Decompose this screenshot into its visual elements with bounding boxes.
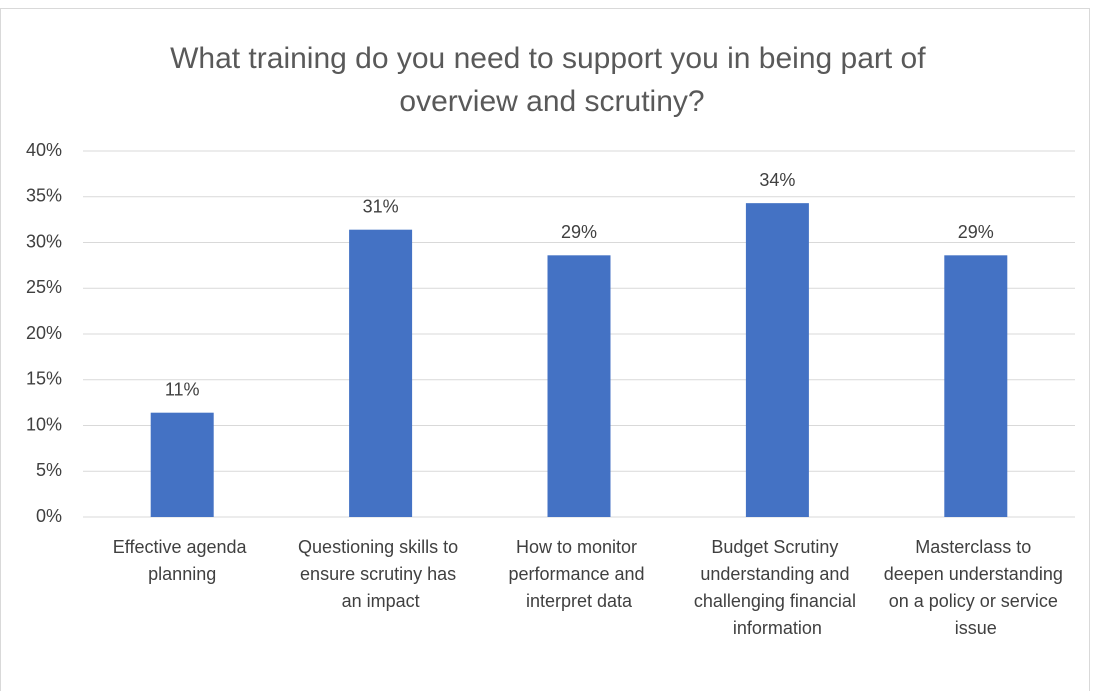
- bar: [944, 255, 1008, 517]
- x-tick-label: Effective agenda planning: [113, 537, 252, 584]
- data-label: 31%: [363, 196, 399, 216]
- y-tick-label: 15%: [26, 369, 62, 389]
- data-label: 29%: [561, 222, 597, 242]
- data-label: 11%: [165, 379, 200, 399]
- y-tick-label: 20%: [26, 323, 62, 343]
- x-tick-label: Masterclass to deepen understanding on a…: [884, 537, 1068, 638]
- data-label: 34%: [759, 170, 795, 190]
- x-tick-label: Budget Scrutiny understanding and challe…: [694, 537, 861, 638]
- y-tick-label: 35%: [26, 186, 62, 206]
- x-tick-label: Questioning skills to ensure scrutiny ha…: [298, 537, 463, 611]
- y-tick-label: 30%: [26, 231, 62, 251]
- chart-title: What training do you need to support you…: [170, 42, 934, 118]
- data-label: 29%: [958, 222, 994, 242]
- bar: [745, 203, 809, 517]
- x-tick-label: How to monitor performance and interpret…: [508, 537, 649, 611]
- bar: [150, 412, 214, 517]
- y-tick-label: 5%: [36, 460, 62, 480]
- y-tick-label: 0%: [36, 506, 62, 526]
- bar: [547, 255, 611, 517]
- y-tick-label: 25%: [26, 277, 62, 297]
- y-tick-label: 40%: [26, 140, 62, 160]
- bar: [349, 229, 413, 517]
- chart-border: [0, 8, 1090, 691]
- y-tick-label: 10%: [26, 414, 62, 434]
